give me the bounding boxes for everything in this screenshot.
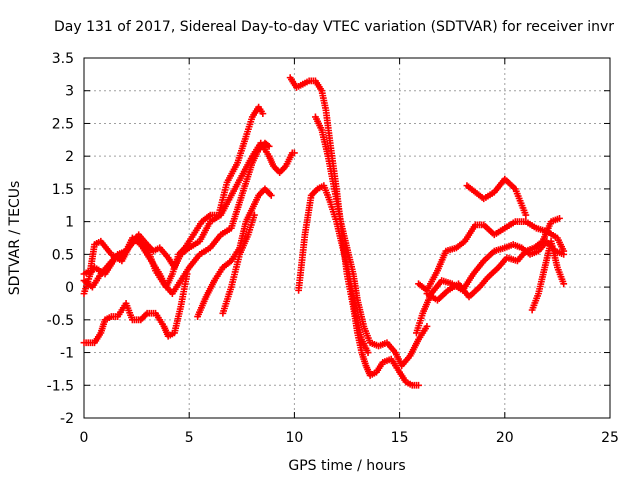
y-tick-label: 3 <box>65 84 74 100</box>
series-track-8 <box>312 113 431 370</box>
series-track-5 <box>194 185 275 320</box>
data-point-marks <box>463 175 530 219</box>
x-tick-label: 20 <box>496 430 514 446</box>
series-track-9 <box>295 182 372 356</box>
y-tick-label: -1 <box>60 346 74 362</box>
data-point-marks <box>528 237 568 314</box>
data-point-marks <box>219 211 258 317</box>
data-point-marks <box>295 182 372 356</box>
chart-title: Day 131 of 2017, Sidereal Day-to-day VTE… <box>54 19 614 35</box>
y-tick-label: 0.5 <box>52 247 74 263</box>
series-track-3 <box>80 139 273 298</box>
x-tick-label: 25 <box>601 430 619 446</box>
series-track-11 <box>415 218 568 294</box>
x-tick-label: 5 <box>185 430 194 446</box>
data-point-marks <box>194 185 275 320</box>
plot-frame <box>83 57 611 419</box>
data-point-marks <box>312 113 431 370</box>
series-track-6 <box>219 211 258 317</box>
data-point-marks <box>80 139 273 298</box>
y-tick-label: 3.5 <box>52 51 74 67</box>
series-track-14 <box>528 237 568 314</box>
data-point-marks <box>286 74 422 389</box>
x-tick-label: 10 <box>285 430 303 446</box>
series-track-13 <box>463 175 530 219</box>
y-tick-label: -1.5 <box>47 378 74 394</box>
series-track-12 <box>423 214 563 304</box>
y-axis-label: SDTVAR / TECUs <box>7 181 23 296</box>
x-axis-label: GPS time / hours <box>288 458 405 474</box>
y-tick-label: -2 <box>60 411 74 427</box>
data-point-marks <box>415 218 568 294</box>
y-tick-label: 2.5 <box>52 116 74 132</box>
series-track-7 <box>286 74 422 389</box>
tick-layer: 0 5 10 15 20 25 -2 -1.5 -1 -0.5 0 0.5 1 1.5 2 2.5 3 3.5 <box>47 51 619 446</box>
y-tick-label: 1.5 <box>52 182 74 198</box>
y-tick-label: 0 <box>65 280 74 296</box>
data-marks-layer <box>80 74 568 389</box>
series-track-4 <box>80 270 191 347</box>
x-tick-label: 15 <box>391 430 409 446</box>
x-tick-label: 0 <box>80 430 89 446</box>
data-point-marks <box>423 214 563 304</box>
y-tick-label: 2 <box>65 149 74 165</box>
y-tick-label: -0.5 <box>47 313 74 329</box>
y-tick-label: 1 <box>65 215 74 231</box>
data-point-marks <box>80 270 191 347</box>
